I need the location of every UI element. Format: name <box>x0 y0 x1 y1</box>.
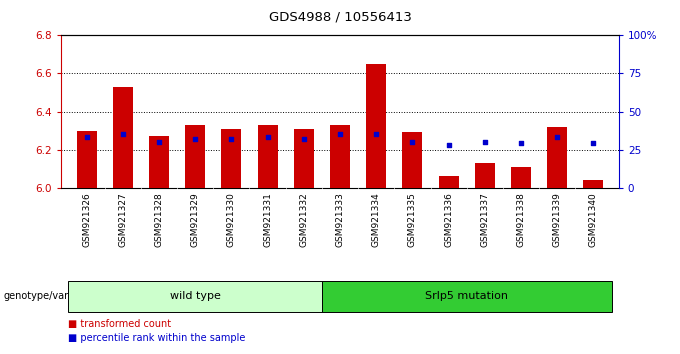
Bar <box>583 180 603 188</box>
Text: GSM921338: GSM921338 <box>517 192 526 247</box>
Bar <box>547 127 567 188</box>
Text: GSM921333: GSM921333 <box>335 192 345 247</box>
Text: GSM921326: GSM921326 <box>82 192 91 247</box>
Bar <box>511 167 531 188</box>
Point <box>588 141 599 146</box>
Point <box>479 139 490 145</box>
Point <box>118 132 129 137</box>
Bar <box>330 125 350 188</box>
Text: GSM921340: GSM921340 <box>589 192 598 247</box>
Point <box>335 132 345 137</box>
Text: wild type: wild type <box>170 291 220 302</box>
Point <box>371 132 381 137</box>
Point <box>443 142 454 148</box>
Text: GSM921331: GSM921331 <box>263 192 272 247</box>
Point <box>515 141 526 146</box>
Bar <box>475 163 495 188</box>
Text: GSM921332: GSM921332 <box>299 192 308 247</box>
Text: GSM921339: GSM921339 <box>553 192 562 247</box>
Point <box>407 139 418 145</box>
Point <box>551 135 562 140</box>
Text: Srlp5 mutation: Srlp5 mutation <box>425 291 508 302</box>
Text: GSM921328: GSM921328 <box>154 192 163 247</box>
Text: GSM921329: GSM921329 <box>190 192 200 247</box>
Point <box>226 136 237 142</box>
Text: GDS4988 / 10556413: GDS4988 / 10556413 <box>269 11 411 24</box>
Point <box>299 136 309 142</box>
Bar <box>367 64 386 188</box>
Bar <box>439 176 458 188</box>
Text: GSM921327: GSM921327 <box>118 192 127 247</box>
Bar <box>113 87 133 188</box>
Bar <box>258 125 277 188</box>
Text: GSM921336: GSM921336 <box>444 192 453 247</box>
Bar <box>185 125 205 188</box>
Point <box>154 139 165 145</box>
Bar <box>77 131 97 188</box>
Text: ■ transformed count: ■ transformed count <box>68 319 171 329</box>
Text: GSM921337: GSM921337 <box>480 192 490 247</box>
Bar <box>294 129 313 188</box>
Text: GSM921335: GSM921335 <box>408 192 417 247</box>
Text: ■ percentile rank within the sample: ■ percentile rank within the sample <box>68 333 245 343</box>
Bar <box>403 132 422 188</box>
Bar <box>149 136 169 188</box>
Point <box>81 135 92 140</box>
Text: GSM921330: GSM921330 <box>227 192 236 247</box>
Bar <box>222 129 241 188</box>
Point <box>190 136 201 142</box>
Text: GSM921334: GSM921334 <box>372 192 381 247</box>
Text: genotype/variation: genotype/variation <box>3 291 96 302</box>
Point <box>262 135 273 140</box>
